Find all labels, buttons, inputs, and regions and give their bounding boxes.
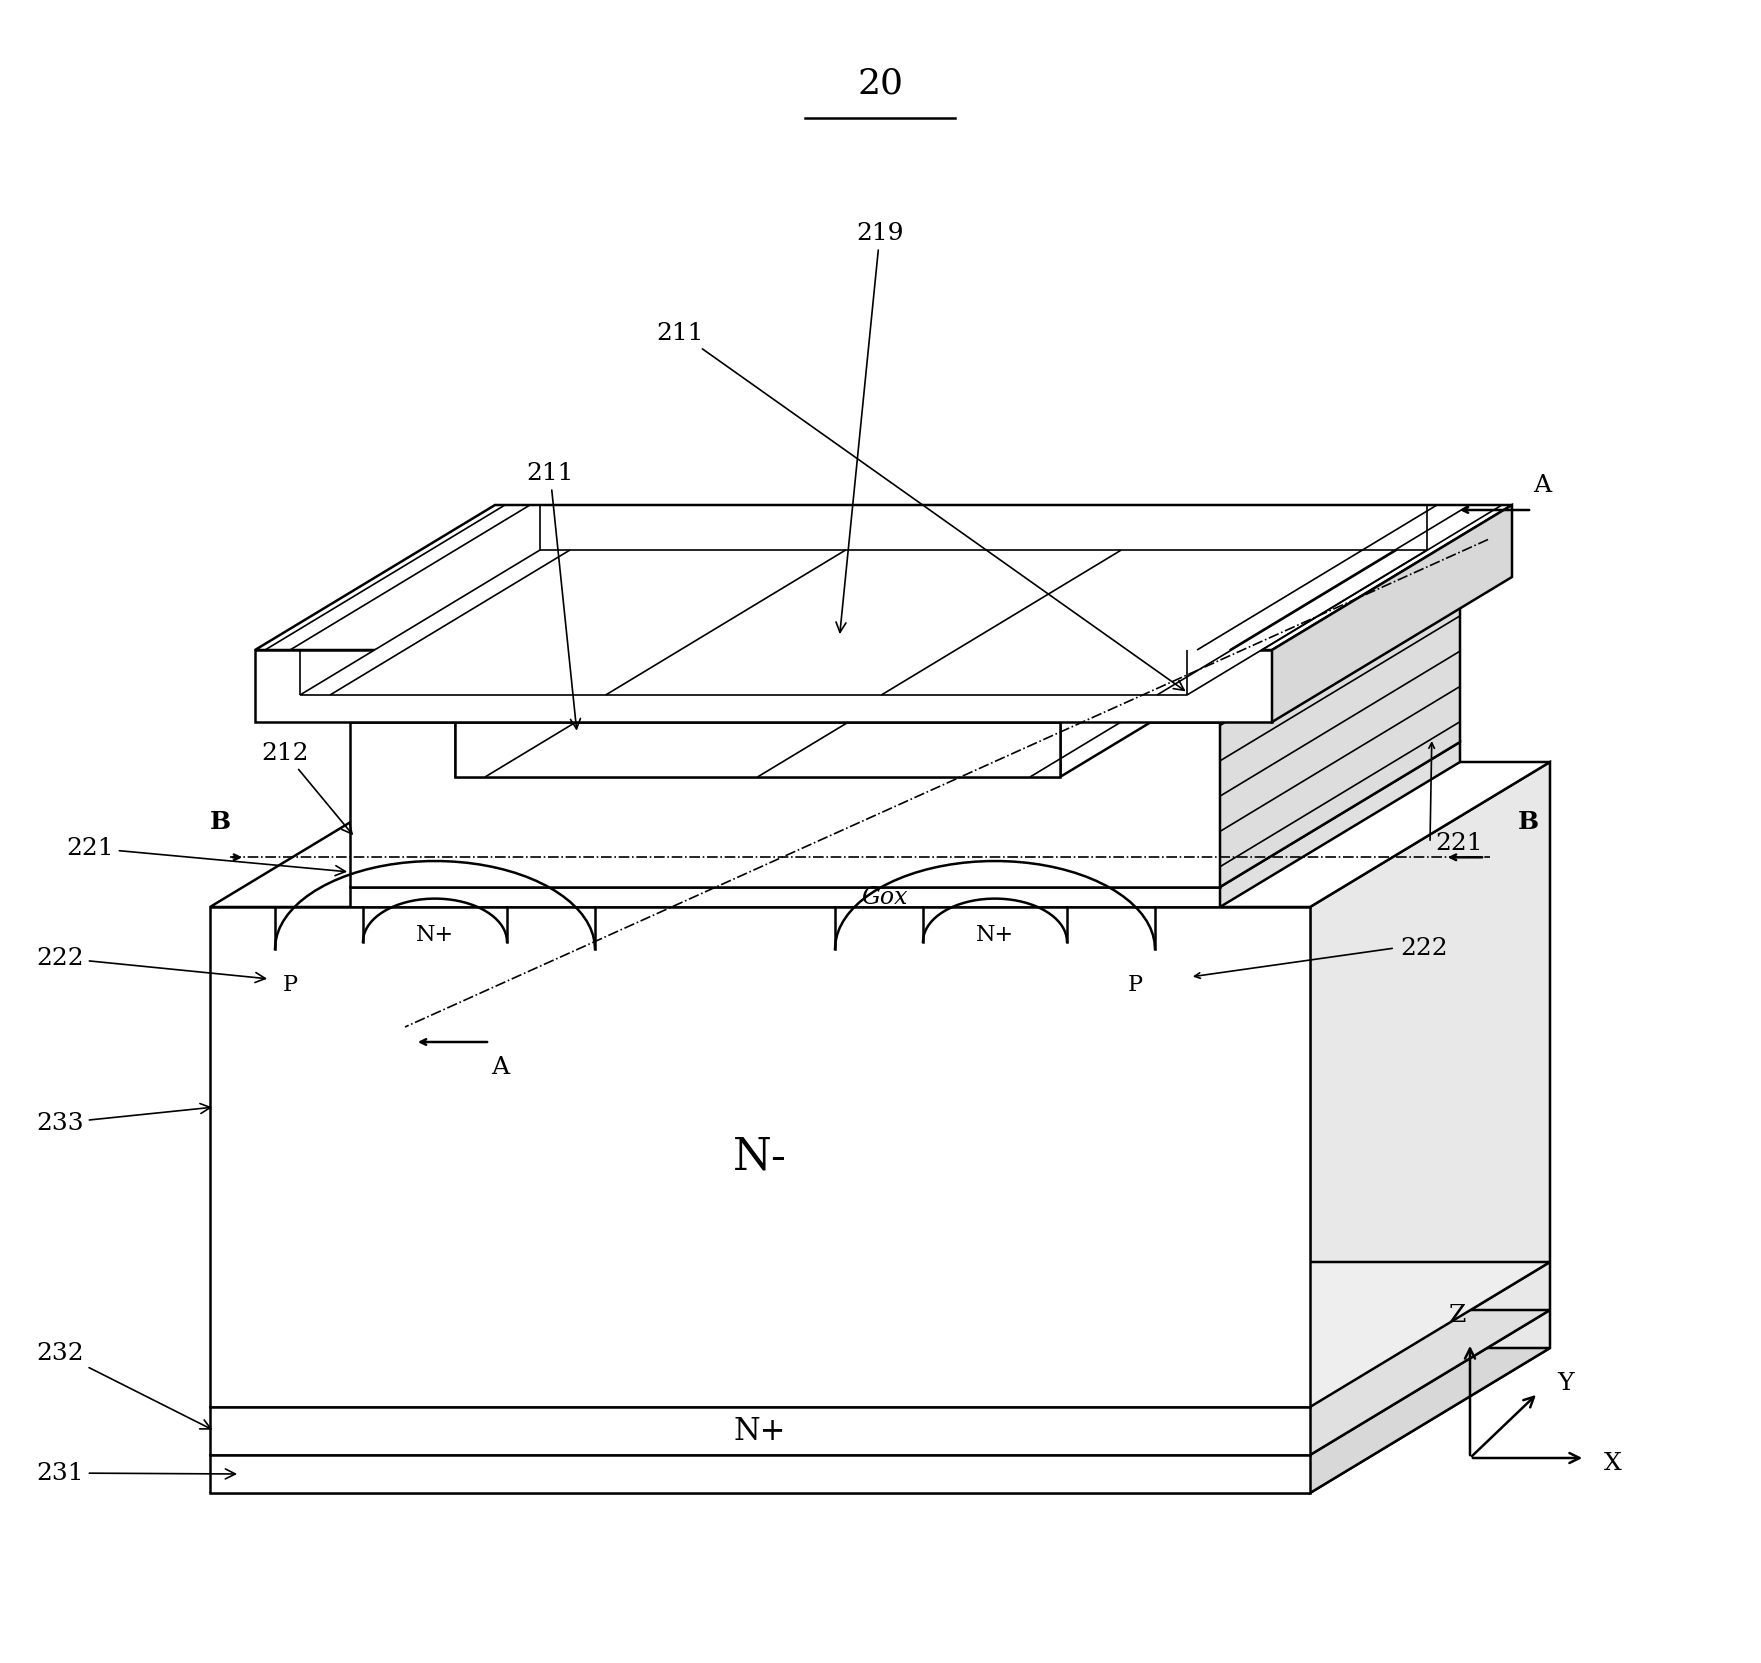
Text: X: X [1604,1452,1622,1475]
Text: 222: 222 [1400,936,1448,960]
Text: 232: 232 [37,1342,211,1429]
Text: N+: N+ [734,1415,785,1447]
Text: B: B [210,810,231,835]
Text: N-: N- [733,1136,787,1179]
Text: N+: N+ [976,925,1014,946]
Polygon shape [255,650,1271,722]
Text: P: P [1129,975,1143,996]
Text: 219: 219 [836,221,903,632]
Polygon shape [454,632,1300,777]
Text: 231: 231 [37,1462,236,1485]
Text: 233: 233 [37,1104,210,1134]
Text: 20: 20 [858,67,903,100]
Polygon shape [1220,742,1460,906]
Polygon shape [210,906,1310,1407]
Text: Z: Z [1449,1304,1467,1327]
Polygon shape [454,722,1060,777]
Text: P: P [284,975,298,996]
Polygon shape [299,550,1426,695]
Text: 212: 212 [261,742,352,833]
Text: 221: 221 [1435,832,1483,855]
Text: 221: 221 [67,836,345,876]
Polygon shape [210,1310,1550,1455]
Polygon shape [210,1455,1310,1493]
Text: Gox: Gox [861,885,909,908]
Polygon shape [255,506,1513,650]
Polygon shape [350,577,1460,722]
Polygon shape [210,1349,1550,1493]
Polygon shape [350,722,1220,886]
Text: N+: N+ [416,925,454,946]
Text: Y: Y [1558,1372,1574,1395]
Polygon shape [1310,762,1550,1493]
Polygon shape [1220,577,1460,886]
Polygon shape [210,762,1550,906]
Polygon shape [1271,506,1513,722]
Text: 211: 211 [527,462,581,728]
Text: 211: 211 [657,321,1183,690]
Text: A: A [1532,474,1551,497]
Text: A: A [491,1056,509,1079]
Text: 222: 222 [37,946,266,983]
Polygon shape [210,1262,1550,1407]
Text: B: B [1518,810,1539,835]
Polygon shape [350,742,1460,886]
Polygon shape [210,1407,1310,1455]
Polygon shape [350,886,1220,906]
